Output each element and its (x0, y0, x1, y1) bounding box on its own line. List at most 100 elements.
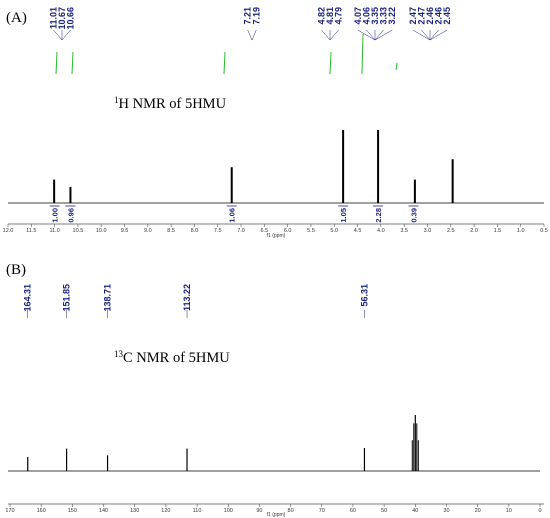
panel-a-tick-label: 3.5 (400, 228, 408, 234)
panel-a-tick-label: 7.0 (237, 228, 245, 234)
panel-a-peak-label-connector (374, 29, 384, 41)
panel-a-integral-label: 2.28 (374, 208, 383, 223)
panel-a-tick-label: 1.5 (494, 228, 502, 234)
panel-a-peak-label-connector (61, 29, 71, 41)
panel-a-peak-label-connector (247, 29, 253, 41)
panel-a-tick-label: 6.5 (261, 228, 269, 234)
panel-a-peak-markers (55, 33, 398, 75)
panel-a-x-label: f1 (ppm) (267, 233, 286, 239)
panel-a-peak-label-connector (429, 29, 448, 41)
panel-a-tick-label: 12.0 (3, 228, 14, 234)
panel-a-x-ticks: 12.0 11.5 11.0 10.5 10.0 9.5 9.0 8.5 8.0 7.5 7.0 6.… (3, 224, 548, 234)
panel-a-tick-label: 4.5 (354, 228, 362, 234)
panel-a-peak-label: 2.47 (416, 7, 426, 25)
panel-a-peak-label: 10.67 (57, 7, 67, 30)
panel-b-title-text: C NMR of 5HMU (123, 350, 230, 366)
panel-a-integral-label: 1.06 (228, 208, 237, 223)
panel-a-tick-label: 1.0 (517, 228, 525, 234)
panel-a-peak-label: 4.82 (316, 7, 326, 25)
panel-b-tick-label: 30 (443, 508, 449, 514)
panel-b-tick-label: 0 (538, 508, 541, 514)
panel-b-peak-label: 151.85 (62, 284, 72, 312)
panel-a-peak-marker (395, 62, 398, 71)
panel-b: (B) 13C NMR of 5HMU 164.31 151.85 138.71 11… (5, 262, 544, 518)
panel-a-peak-marker (71, 51, 74, 75)
panel-a-tick-label: 4.0 (377, 228, 385, 234)
panel-b-label: (B) (6, 262, 26, 278)
panel-a-peak-label: 2.45 (442, 7, 452, 25)
panel-a-peak-marker (329, 51, 332, 75)
panel-b-peak-labels: 164.31 151.85 138.71 113.22 56.31 (23, 284, 369, 318)
panel-b-tick-label: 80 (288, 508, 294, 514)
panel-a-peak-label: 3.35 (370, 7, 380, 25)
panel-a-peak-label: 2.47 (408, 7, 418, 25)
panel-a-tick-label: 2.0 (470, 228, 478, 234)
panel-a-peak-label: 3.22 (387, 7, 397, 25)
panel-a-integral-label: 1.00 (51, 208, 60, 223)
panel-a-peak-label-connector (366, 29, 376, 41)
panel-a-peak-label: 11.01 (48, 7, 58, 29)
panel-a-tick-label: 8.5 (167, 228, 175, 234)
panel-a-peak-label-connector (251, 29, 257, 41)
panel-a-integral-label: 0.96 (66, 208, 75, 223)
panel-a-peak-label-connector (321, 29, 331, 41)
panel-b-title-sup: 13 (114, 349, 124, 359)
panel-b-tick-label: 60 (350, 508, 356, 514)
panel-b-tick-label: 20 (475, 508, 481, 514)
panel-b-peak-label: 138.71 (103, 284, 113, 312)
panel-b-tick-label: 130 (130, 508, 139, 514)
panel-b-tick-label: 40 (412, 508, 418, 514)
panel-a-peak-label-connector (53, 29, 63, 41)
panel-a-tick-label: 6.0 (284, 228, 292, 234)
panel-a-title-text: H NMR of 5HMU (119, 96, 227, 112)
panel-a-peak-label: 2.46 (434, 7, 444, 25)
panel-a-title: 1H NMR of 5HMU (114, 95, 227, 112)
panel-a-tick-label: 7.5 (214, 228, 222, 234)
panel-a-peak-label: 4.06 (361, 7, 371, 25)
panel-a-tick-label: 3.0 (424, 228, 432, 234)
panel-a-peak-label: 4.79 (334, 7, 344, 25)
panel-a-label: (A) (6, 10, 27, 26)
panel-b-peak-label: 113.22 (182, 284, 192, 311)
panel-a-tick-label: 9.5 (121, 228, 129, 234)
panel-a-peak-label-connector (412, 29, 431, 41)
panel-a-tick-label: 11.5 (26, 228, 36, 234)
panel-a-peak-label-connector (421, 29, 431, 41)
panel-a-peak-label: 7.19 (251, 7, 261, 25)
panel-b-title: 13C NMR of 5HMU (114, 349, 230, 366)
panel-a-tick-label: 5.5 (307, 228, 315, 234)
panel-a-peak-marker (223, 51, 226, 75)
panel-a-peak-label: 2.46 (425, 7, 435, 25)
panel-b-tick-label: 50 (381, 508, 387, 514)
panel-a-tick-label: 2.5 (447, 228, 455, 234)
panel-b-tick-label: 150 (68, 508, 77, 514)
panel-a-tick-label: 0.5 (540, 228, 548, 234)
panel-b-spectrum (8, 415, 540, 472)
panel-a-tick-label: 10.0 (96, 228, 107, 234)
panel-b-tick-label: 120 (161, 508, 170, 514)
panel-b-tick-label: 160 (37, 508, 46, 514)
panel-a-peak-marker (55, 51, 58, 75)
panel-a-title-sup: 1 (114, 95, 119, 105)
panel-b-tick-label: 170 (5, 508, 14, 514)
panel-a-peak-label: 4.81 (325, 7, 335, 25)
panel-a-peak-marker (361, 33, 364, 75)
panel-a-peak-label: 4.07 (353, 7, 363, 25)
panel-b-peak-label: 164.31 (23, 284, 33, 312)
panel-a-peak-label: 3.33 (379, 7, 389, 25)
panel-b-x-label: f1 (ppm) (267, 512, 286, 518)
panel-a-integral-label: 1.05 (339, 208, 348, 223)
panel-a-peak-label-connector (429, 29, 439, 41)
panel-a-tick-label: 5.0 (330, 228, 338, 234)
panel-a-peak-label-connector (357, 29, 376, 41)
panel-a-tick-label: 10.5 (73, 228, 84, 234)
panel-a-integrals: 1.00 0.96 1.06 1.05 2.28 0.39 (49, 205, 419, 223)
panel-b-tick-label: 10 (506, 508, 512, 514)
panel-a-peak-label: 10.66 (66, 7, 76, 30)
panel-a-peak-label-connector (329, 29, 339, 41)
panel-a-tick-label: 11.0 (49, 228, 59, 234)
panel-b-x-ticks: 170 160 150 140 130 120 110 100 90 80 70 60 50 40 30 20… (5, 504, 542, 514)
